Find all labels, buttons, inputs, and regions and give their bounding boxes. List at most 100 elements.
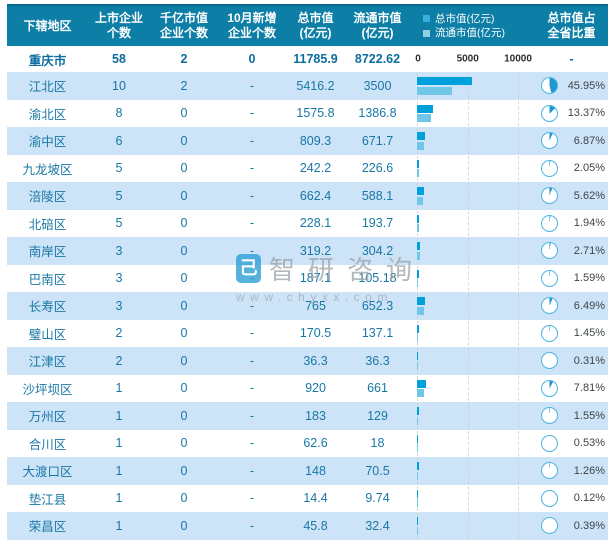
circulating-bar xyxy=(417,169,420,177)
region-name: 渝北区 xyxy=(28,107,67,122)
share-cell: 7.81% xyxy=(535,375,608,403)
table-row: 渝中区 6 0 - 809.3 671.7 6.87% xyxy=(7,127,608,155)
new-oct-count: - xyxy=(249,518,255,533)
total-value: 920 xyxy=(305,381,326,396)
total-value: 170.5 xyxy=(299,326,332,341)
hundred-billion-count: 0 xyxy=(180,243,188,258)
axis-gridline xyxy=(417,293,418,319)
total-bar xyxy=(417,297,425,305)
hundred-billion-count: 0 xyxy=(180,298,188,313)
table-row: 北碚区 5 0 - 228.1 193.7 1.94% xyxy=(7,210,608,238)
share-pie-chart xyxy=(541,187,558,205)
share-pie-chart xyxy=(541,132,558,150)
bar-chart-cell xyxy=(410,237,535,265)
circulating-value: 18 xyxy=(370,436,385,451)
axis-gridline xyxy=(417,430,418,456)
total-bar xyxy=(417,159,420,168)
region-name: 渝中区 xyxy=(28,135,67,150)
share-cell: 0.53% xyxy=(535,430,608,458)
listed-count: 5 xyxy=(115,161,123,176)
circulating-value: 304.2 xyxy=(361,243,394,258)
hundred-billion-count: 0 xyxy=(180,216,188,231)
hundred-billion-count: 0 xyxy=(180,188,188,203)
axis-gridline xyxy=(467,155,469,181)
share-percent: 0.31% xyxy=(573,354,605,367)
axis-gridline xyxy=(467,183,469,209)
bar-chart-axis: 0 5000 10000 xyxy=(410,46,535,72)
axis-gridline xyxy=(417,155,418,181)
bar-chart-cell xyxy=(410,265,535,293)
listed-count: 3 xyxy=(115,271,123,286)
total-bar xyxy=(417,77,472,85)
axis-gridline xyxy=(518,403,520,429)
new-oct-count: - xyxy=(249,298,255,313)
listed-count: 1 xyxy=(115,408,123,423)
circulating-value: 137.1 xyxy=(361,326,394,341)
total-bar xyxy=(417,187,424,195)
summary-row-chongqing: 重庆市 58 2 0 11785.9 8722.62 0 5000 10000 … xyxy=(7,46,608,72)
hundred-billion-count: 0 xyxy=(180,326,188,341)
table-row: 南岸区 3 0 - 319.2 304.2 2.71% xyxy=(7,237,608,265)
table-row: 九龙坡区 5 0 - 242.2 226.6 2.05% xyxy=(7,155,608,183)
new-oct-count: - xyxy=(249,133,255,148)
circulating-bar xyxy=(417,361,418,370)
total-value: 809.3 xyxy=(299,133,332,148)
table-row: 大渡口区 1 0 - 148 70.5 1.26% xyxy=(7,457,608,485)
share-percent: 0.39% xyxy=(573,519,605,532)
listed-count: 2 xyxy=(115,353,123,368)
bar-chart-cell xyxy=(410,155,535,183)
axis-gridline xyxy=(467,265,469,291)
share-percent: 1.94% xyxy=(573,217,605,230)
region-name: 重庆市 xyxy=(28,53,67,68)
circulating-value: 588.1 xyxy=(361,188,394,203)
bar-chart-cell xyxy=(410,512,535,540)
total-value: 183 xyxy=(305,408,326,423)
circulating-bar xyxy=(417,86,453,95)
listed-count: 3 xyxy=(115,243,123,258)
axis-gridline xyxy=(417,128,418,154)
header-new-oct-count: 10月新增 企业个数 xyxy=(227,11,277,40)
axis-gridline xyxy=(417,100,418,126)
share-cell: 45.95% xyxy=(535,72,608,100)
table-row: 荣昌区 1 0 - 45.8 32.4 0.39% xyxy=(7,512,608,540)
bar-chart-cell xyxy=(410,430,535,458)
listed-count: 1 xyxy=(115,381,123,396)
total-bar xyxy=(417,214,420,223)
share-percent: 1.45% xyxy=(573,327,605,340)
axis-gridline xyxy=(467,238,469,264)
circulating-value: 661 xyxy=(367,381,388,396)
bar-chart-cell xyxy=(410,127,535,155)
circulating-bar xyxy=(417,279,419,287)
total-value: 148 xyxy=(305,463,326,478)
axis-gridline xyxy=(467,128,469,154)
share-cell: 6.87% xyxy=(535,127,608,155)
share-cell: 2.05% xyxy=(535,155,608,183)
axis-gridline xyxy=(518,375,520,401)
listed-count: 1 xyxy=(115,463,123,478)
share-cell: 5.62% xyxy=(535,182,608,210)
share-percent: 2.71% xyxy=(573,244,605,257)
circulating-value: 70.5 xyxy=(365,463,390,478)
listed-count: 6 xyxy=(115,133,123,148)
share-pie-chart xyxy=(541,159,558,177)
share-pie-chart xyxy=(541,352,558,370)
axis-gridline xyxy=(417,238,418,264)
new-oct-count: - xyxy=(249,243,255,258)
circulating-bar xyxy=(417,526,418,535)
new-oct-count: 0 xyxy=(248,52,256,66)
listed-count: 58 xyxy=(112,52,126,66)
table-row: 渝北区 8 0 - 1575.8 1386.8 13.37% xyxy=(7,100,608,128)
total-bar xyxy=(417,132,426,140)
bar-chart-cell xyxy=(410,320,535,348)
region-name: 长寿区 xyxy=(28,300,67,315)
axis-gridline xyxy=(518,348,520,374)
bar-chart-cell xyxy=(410,402,535,430)
share-percent: 0.12% xyxy=(573,492,605,505)
circulating-bar xyxy=(417,471,418,480)
share-pie-chart xyxy=(541,489,558,507)
hundred-billion-count: 0 xyxy=(180,161,188,176)
share-cell: 0.12% xyxy=(535,485,608,513)
listed-count: 1 xyxy=(115,518,123,533)
table-row: 长寿区 3 0 - 765 652.3 6.49% xyxy=(7,292,608,320)
new-oct-count: - xyxy=(249,381,255,396)
